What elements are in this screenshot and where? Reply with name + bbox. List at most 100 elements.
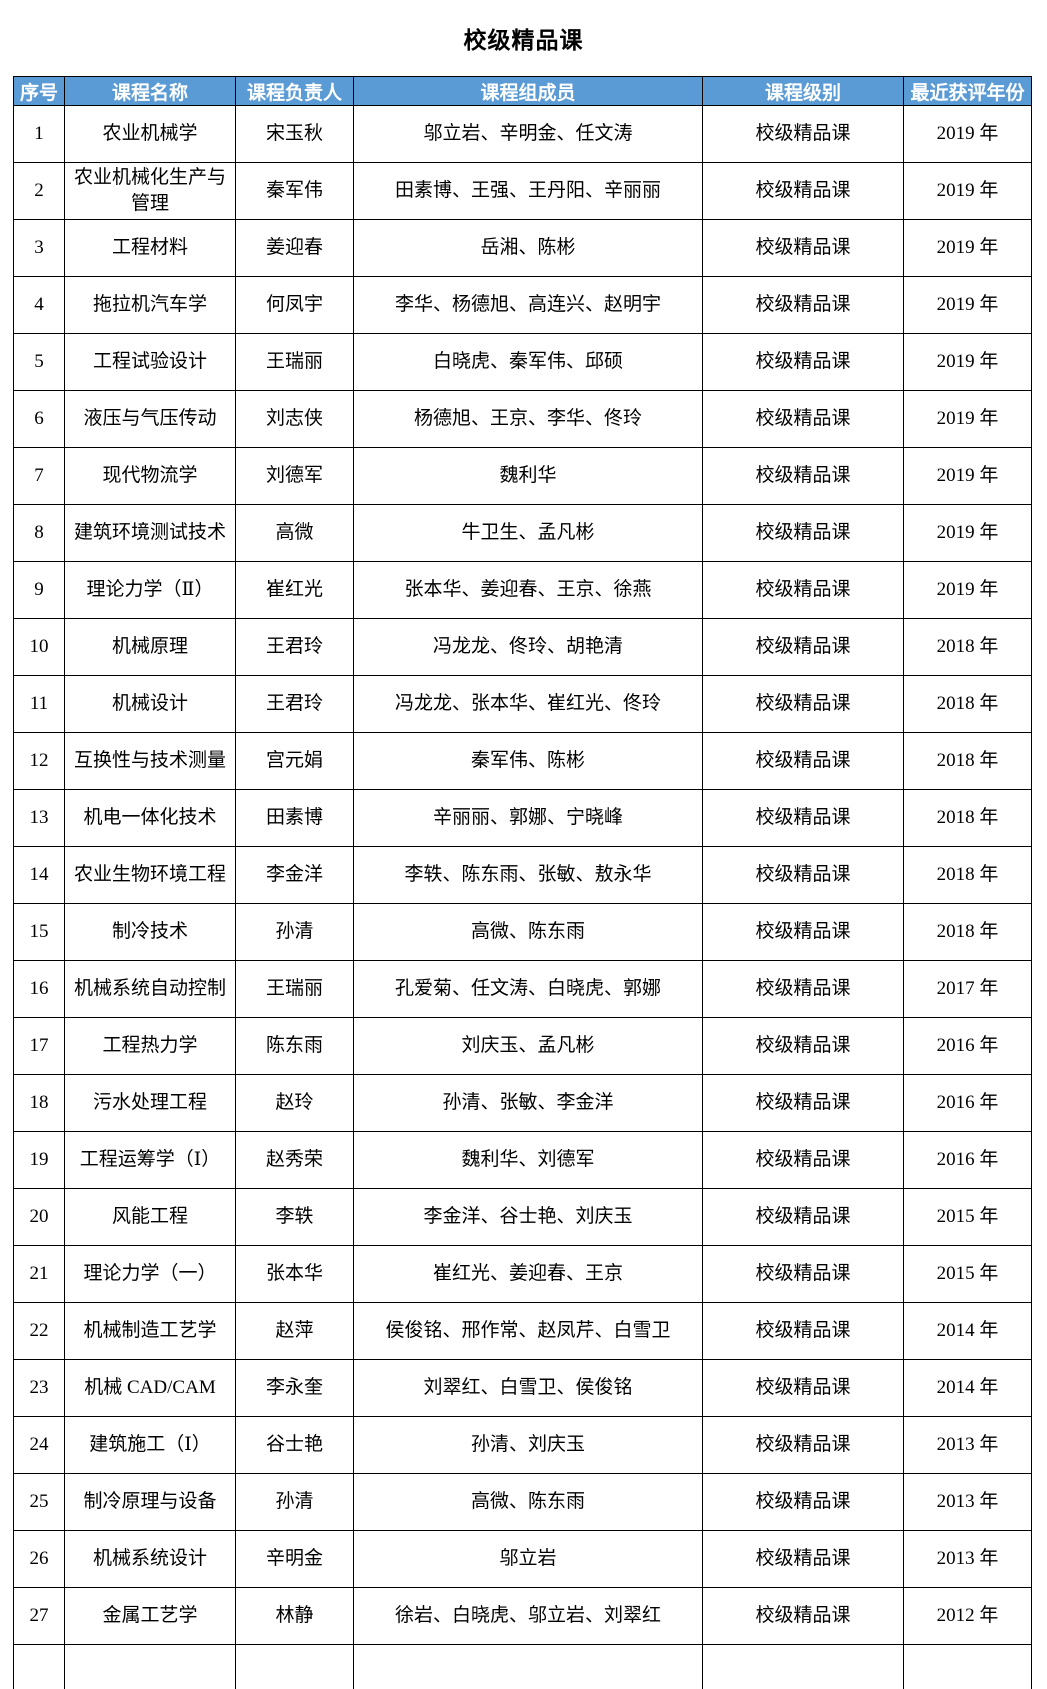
table-header: 序号 课程名称 课程负责人 课程组成员 课程级别 最近获评年份 (14, 77, 1032, 106)
table-row: 16 机械系统自动控制 王瑞丽 孔爱菊、任文涛、白晓虎、郭娜 校级精品课 201… (14, 961, 1032, 1018)
cell-leader: 赵萍 (236, 1303, 354, 1360)
cell-course-name: 拖拉机汽车学 (65, 277, 236, 334)
cell-index: 8 (14, 505, 65, 562)
cell-leader: 谷士艳 (236, 1417, 354, 1474)
cell-leader: 赵玲 (236, 1075, 354, 1132)
cell-year: 2013 年 (904, 1531, 1032, 1588)
cell-index: 9 (14, 562, 65, 619)
cell-level: 校级精品课 (703, 904, 904, 961)
cell-index: 17 (14, 1018, 65, 1075)
cell-index: 11 (14, 676, 65, 733)
cell-course-name: 机械设计 (65, 676, 236, 733)
cell-year: 2018 年 (904, 790, 1032, 847)
cell-index: 16 (14, 961, 65, 1018)
table-row: 8 建筑环境测试技术 高微 牛卫生、孟凡彬 校级精品课 2019 年 (14, 505, 1032, 562)
cell-course-name: 污水处理工程 (65, 1075, 236, 1132)
cell-index: 7 (14, 448, 65, 505)
table-row: 15 制冷技术 孙清 高微、陈东雨 校级精品课 2018 年 (14, 904, 1032, 961)
cell-members: 魏利华、刘德军 (354, 1132, 703, 1189)
cell-members (354, 1645, 703, 1689)
cell-year: 2018 年 (904, 904, 1032, 961)
cell-year: 2019 年 (904, 562, 1032, 619)
cell-members: 牛卫生、孟凡彬 (354, 505, 703, 562)
cell-index: 24 (14, 1417, 65, 1474)
table-row: 7 现代物流学 刘德军 魏利华 校级精品课 2019 年 (14, 448, 1032, 505)
cell-leader: 王君玲 (236, 676, 354, 733)
table-row: 23 机械 CAD/CAM 李永奎 刘翠红、白雪卫、侯俊铭 校级精品课 2014… (14, 1360, 1032, 1417)
cell-leader: 陈东雨 (236, 1018, 354, 1075)
cell-members: 冯龙龙、张本华、崔红光、佟玲 (354, 676, 703, 733)
cell-index: 25 (14, 1474, 65, 1531)
cell-index: 12 (14, 733, 65, 790)
cell-members: 冯龙龙、佟玲、胡艳清 (354, 619, 703, 676)
cell-members: 李金洋、谷士艳、刘庆玉 (354, 1189, 703, 1246)
cell-leader: 刘志侠 (236, 391, 354, 448)
cell-index: 5 (14, 334, 65, 391)
cell-index: 26 (14, 1531, 65, 1588)
cell-leader: 孙清 (236, 1474, 354, 1531)
cell-index: 1 (14, 106, 65, 163)
cell-year: 2015 年 (904, 1246, 1032, 1303)
cell-members: 辛丽丽、郭娜、宁晓峰 (354, 790, 703, 847)
column-header-index: 序号 (14, 77, 65, 106)
cell-members: 杨德旭、王京、李华、佟玲 (354, 391, 703, 448)
cell-course-name: 现代物流学 (65, 448, 236, 505)
cell-members: 刘翠红、白雪卫、侯俊铭 (354, 1360, 703, 1417)
cell-year: 2016 年 (904, 1132, 1032, 1189)
cell-level: 校级精品课 (703, 1417, 904, 1474)
cell-level: 校级精品课 (703, 1189, 904, 1246)
cell-leader: 姜迎春 (236, 220, 354, 277)
courses-table: 序号 课程名称 课程负责人 课程组成员 课程级别 最近获评年份 1 农业机械学 … (13, 76, 1032, 1689)
cell-level: 校级精品课 (703, 676, 904, 733)
cell-year: 2013 年 (904, 1474, 1032, 1531)
cell-level: 校级精品课 (703, 106, 904, 163)
cell-level: 校级精品课 (703, 163, 904, 220)
cell-level: 校级精品课 (703, 1132, 904, 1189)
cell-leader: 宋玉秋 (236, 106, 354, 163)
table-body: 1 农业机械学 宋玉秋 邬立岩、辛明金、任文涛 校级精品课 2019 年 2 农… (14, 106, 1032, 1645)
cell-index: 23 (14, 1360, 65, 1417)
cell-course-name: 建筑施工（Ⅰ） (65, 1417, 236, 1474)
table-row: 14 农业生物环境工程 李金洋 李轶、陈东雨、张敏、敖永华 校级精品课 2018… (14, 847, 1032, 904)
table-row: 11 机械设计 王君玲 冯龙龙、张本华、崔红光、佟玲 校级精品课 2018 年 (14, 676, 1032, 733)
cell-year: 2013 年 (904, 1417, 1032, 1474)
cell-level: 校级精品课 (703, 1474, 904, 1531)
cell-members: 田素博、王强、王丹阳、辛丽丽 (354, 163, 703, 220)
cell-level: 校级精品课 (703, 1531, 904, 1588)
cell-leader: 王君玲 (236, 619, 354, 676)
table-row: 10 机械原理 王君玲 冯龙龙、佟玲、胡艳清 校级精品课 2018 年 (14, 619, 1032, 676)
cell-course-name: 液压与气压传动 (65, 391, 236, 448)
cell-level: 校级精品课 (703, 1588, 904, 1645)
cell-year: 2016 年 (904, 1075, 1032, 1132)
table-row: 25 制冷原理与设备 孙清 高微、陈东雨 校级精品课 2013 年 (14, 1474, 1032, 1531)
cell-index: 15 (14, 904, 65, 961)
table-row: 2 农业机械化生产与管理 秦军伟 田素博、王强、王丹阳、辛丽丽 校级精品课 20… (14, 163, 1032, 220)
cell-members: 高微、陈东雨 (354, 904, 703, 961)
cell-leader: 张本华 (236, 1246, 354, 1303)
cell-level: 校级精品课 (703, 448, 904, 505)
cell-level (703, 1645, 904, 1689)
table-row: 26 机械系统设计 辛明金 邬立岩 校级精品课 2013 年 (14, 1531, 1032, 1588)
cell-level: 校级精品课 (703, 1360, 904, 1417)
table-row: 6 液压与气压传动 刘志侠 杨德旭、王京、李华、佟玲 校级精品课 2019 年 (14, 391, 1032, 448)
cell-index (14, 1645, 65, 1689)
cell-year: 2018 年 (904, 619, 1032, 676)
cell-members: 高微、陈东雨 (354, 1474, 703, 1531)
table-row: 21 理论力学（一） 张本华 崔红光、姜迎春、王京 校级精品课 2015 年 (14, 1246, 1032, 1303)
cell-leader: 崔红光 (236, 562, 354, 619)
cell-course-name: 制冷原理与设备 (65, 1474, 236, 1531)
cell-level: 校级精品课 (703, 1303, 904, 1360)
cell-year: 2019 年 (904, 334, 1032, 391)
table-row: 13 机电一体化技术 田素博 辛丽丽、郭娜、宁晓峰 校级精品课 2018 年 (14, 790, 1032, 847)
cell-leader: 辛明金 (236, 1531, 354, 1588)
cell-level: 校级精品课 (703, 1018, 904, 1075)
cell-members: 李轶、陈东雨、张敏、敖永华 (354, 847, 703, 904)
cell-leader: 秦军伟 (236, 163, 354, 220)
cell-course-name: 金属工艺学 (65, 1588, 236, 1645)
cell-course-name: 工程试验设计 (65, 334, 236, 391)
cell-index: 13 (14, 790, 65, 847)
cell-course-name: 工程材料 (65, 220, 236, 277)
page-title: 校级精品课 (0, 0, 1047, 55)
table-row: 20 风能工程 李轶 李金洋、谷士艳、刘庆玉 校级精品课 2015 年 (14, 1189, 1032, 1246)
cell-index: 4 (14, 277, 65, 334)
